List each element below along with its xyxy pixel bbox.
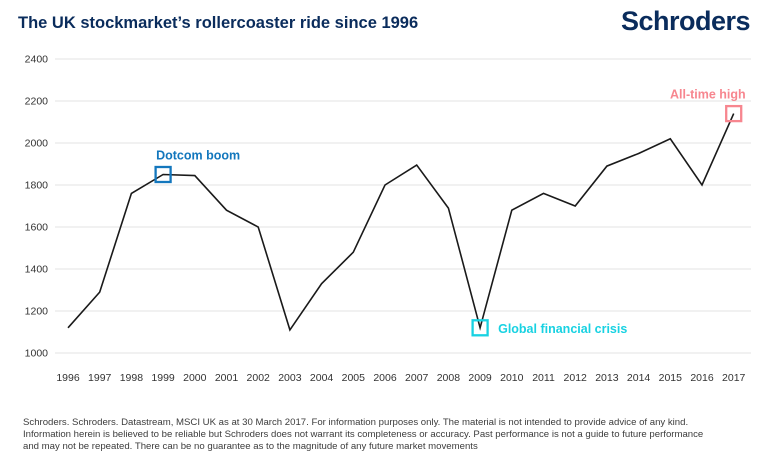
x-tick-label: 2005 [342,372,366,384]
x-tick-label: 2009 [468,372,492,384]
y-tick-label: 1600 [25,222,49,234]
x-tick-label: 2006 [373,372,397,384]
y-tick-label: 2000 [25,138,49,150]
disclaimer-line: and may not be repeated. There can be no… [23,441,478,452]
y-tick-label: 2400 [25,54,49,66]
disclaimer: Schroders. Schroders. Datastream, MSCI U… [23,417,753,453]
x-tick-label: 2004 [310,372,334,384]
y-tick-label: 1800 [25,180,49,192]
x-tick-label: 1997 [88,372,112,384]
disclaimer-line: Information herein is believed to be rel… [23,429,704,440]
x-tick-label: 2017 [722,372,746,384]
dotcom-boom-label: Dotcom boom [156,149,240,163]
x-tick-label: 2013 [595,372,619,384]
x-tick-label: 1996 [56,372,80,384]
x-tick-label: 2000 [183,372,207,384]
global-financial-crisis-label: Global financial crisis [498,322,627,336]
x-tick-label: 1998 [120,372,144,384]
x-tick-label: 2001 [215,372,239,384]
price-chart: 1000 1200 1400 1600 1800 2000 2200 2400 1996 1997… [25,54,751,384]
schroders-logo: Schroders [620,6,751,36]
y-tick-label: 1000 [25,348,49,360]
x-tick-label: 2008 [437,372,461,384]
x-tick-label: 2015 [659,372,683,384]
x-tick-label: 2012 [564,372,588,384]
x-tick-label: 2003 [278,372,302,384]
all-time-high-marker [725,104,743,123]
y-tick-label: 1200 [25,306,49,318]
x-tick-label: 1999 [151,372,175,384]
y-tick-label: 1400 [25,264,49,276]
y-tick-label: 2200 [25,96,49,108]
dotcom-boom-marker [154,165,172,184]
x-tick-label: 2010 [500,372,524,384]
x-tick-label: 2011 [532,372,555,384]
x-tick-label: 2007 [405,372,429,384]
x-tick-label: 2016 [690,372,714,384]
x-tick-label: 2002 [247,372,271,384]
all-time-high-label: All-time high [670,88,746,102]
global-financial-crisis-marker [471,319,489,337]
chart-title: The UK stockmarket’s rollercoaster ride … [18,14,419,32]
disclaimer-line: Schroders. Schroders. Datastream, MSCI U… [23,417,689,428]
x-tick-label: 2014 [627,372,651,384]
price-line [67,113,735,332]
